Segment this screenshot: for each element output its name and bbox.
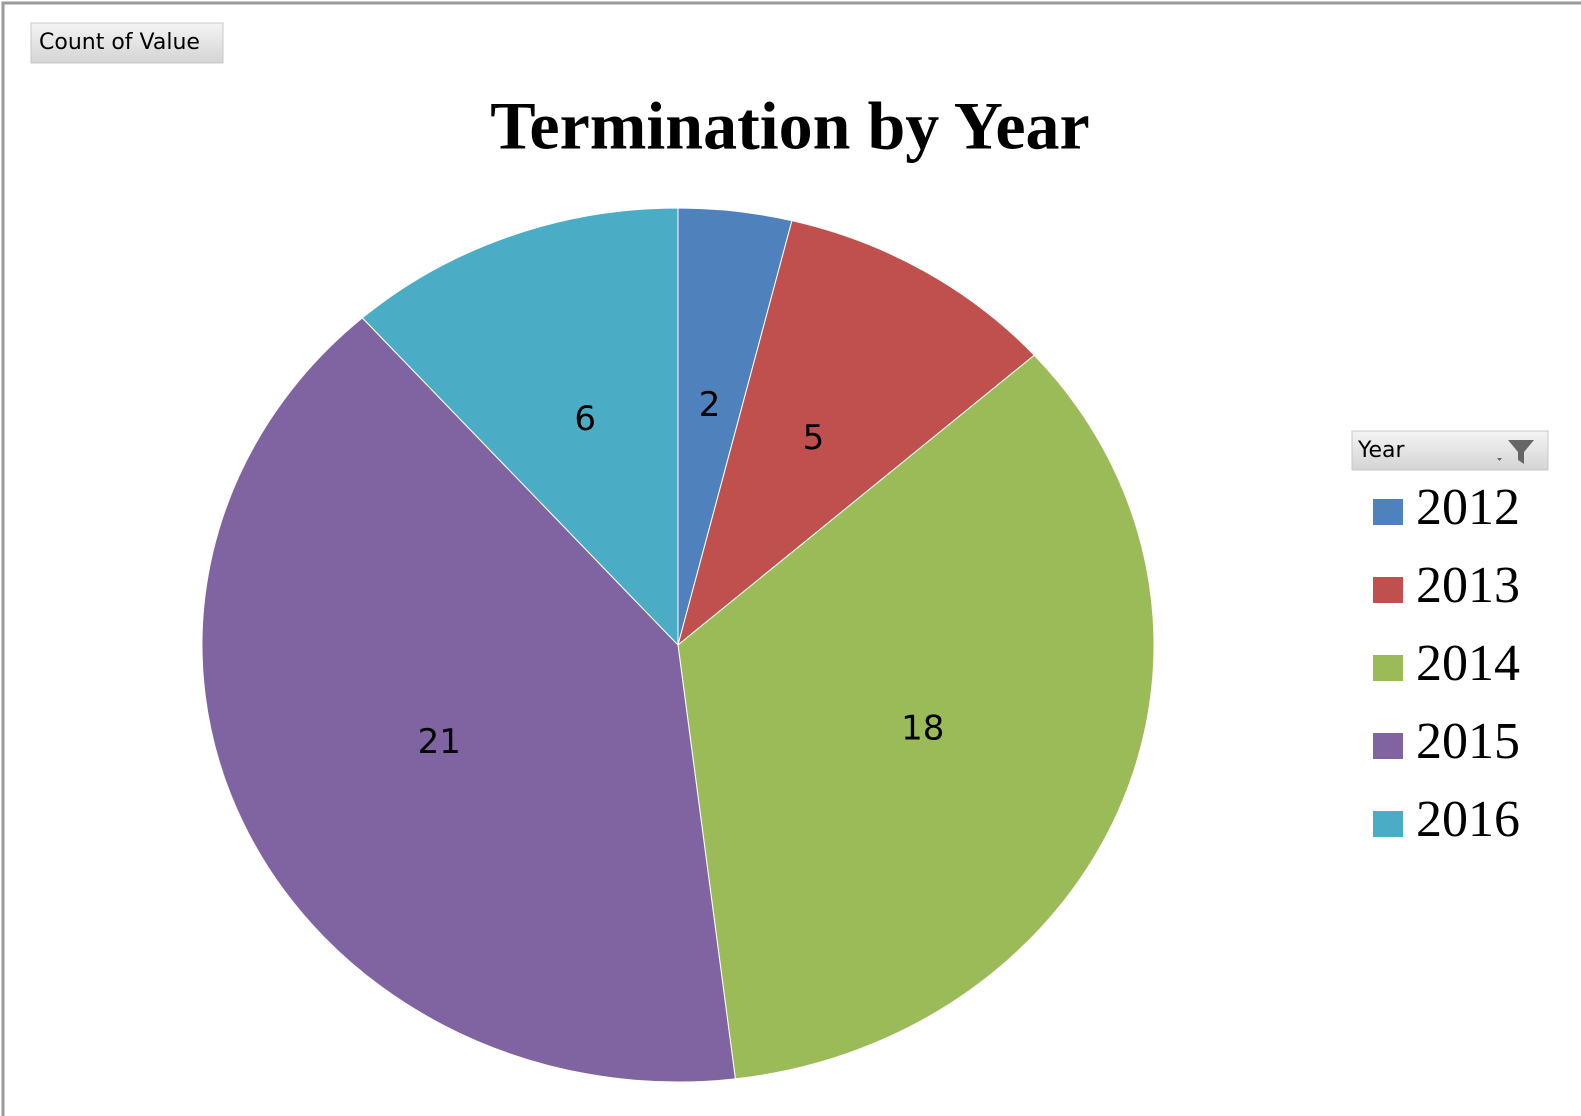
- data-label: 6: [574, 399, 596, 439]
- pie-slice: [677, 354, 1155, 1080]
- data-label: 5: [803, 418, 825, 458]
- value-field-label: Count of Value: [39, 30, 200, 55]
- legend-swatch: [1373, 655, 1403, 681]
- value-field-button[interactable]: [30, 22, 224, 64]
- legend-swatch: [1373, 499, 1403, 525]
- data-label: 2: [699, 385, 721, 425]
- data-label: 21: [418, 722, 461, 762]
- pie-slice: [361, 207, 679, 647]
- legend-label: 2014: [1416, 635, 1520, 692]
- legend-swatch: [1373, 811, 1403, 837]
- filter-icon[interactable]: [1497, 440, 1534, 464]
- legend-label: 2012: [1416, 479, 1520, 536]
- legend-swatch: [1373, 733, 1403, 759]
- data-label: 18: [901, 709, 944, 749]
- pie-slice: [201, 317, 736, 1083]
- chart-title: Termination by Year: [490, 88, 1089, 164]
- legend-swatch: [1373, 577, 1403, 603]
- pie-slice: [677, 220, 1036, 647]
- legend-label: 2013: [1416, 557, 1520, 614]
- legend-title: Year: [1357, 438, 1406, 463]
- legend-label: 2016: [1416, 791, 1520, 848]
- legend-label: 2015: [1416, 713, 1520, 770]
- legend-field-button[interactable]: [1351, 430, 1549, 471]
